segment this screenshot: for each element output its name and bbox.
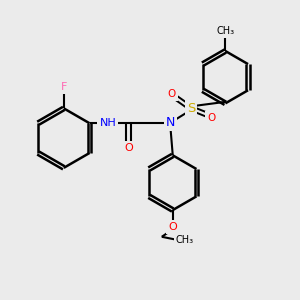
Text: O: O	[124, 143, 133, 153]
Text: NH: NH	[100, 118, 116, 128]
Text: CH₃: CH₃	[176, 235, 194, 245]
Text: S: S	[187, 102, 195, 115]
Text: F: F	[61, 82, 67, 92]
Text: O: O	[168, 222, 177, 232]
Text: CH₃: CH₃	[216, 26, 234, 36]
Text: O: O	[207, 113, 215, 123]
Text: O: O	[168, 88, 176, 98]
Text: N: N	[166, 116, 175, 129]
